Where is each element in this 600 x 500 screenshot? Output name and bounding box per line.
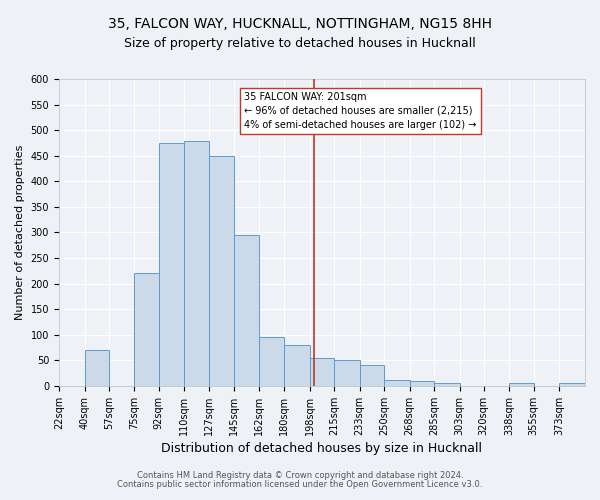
Bar: [85, 350, 109, 386]
Bar: [284, 345, 310, 386]
Bar: [184, 142, 209, 386]
Bar: [209, 156, 234, 386]
Text: 35, FALCON WAY, HUCKNALL, NOTTINGHAM, NG15 8HH: 35, FALCON WAY, HUCKNALL, NOTTINGHAM, NG…: [108, 18, 492, 32]
Bar: [360, 366, 384, 386]
Text: Contains HM Land Registry data © Crown copyright and database right 2024.: Contains HM Land Registry data © Crown c…: [137, 471, 463, 480]
Bar: [434, 384, 460, 386]
Text: 35 FALCON WAY: 201sqm
← 96% of detached houses are smaller (2,215)
4% of semi-de: 35 FALCON WAY: 201sqm ← 96% of detached …: [244, 92, 476, 130]
Bar: [234, 235, 259, 386]
Bar: [384, 380, 410, 386]
Bar: [410, 381, 434, 386]
Text: Size of property relative to detached houses in Hucknall: Size of property relative to detached ho…: [124, 38, 476, 51]
Bar: [259, 338, 284, 386]
Bar: [310, 358, 334, 386]
Text: Contains public sector information licensed under the Open Government Licence v3: Contains public sector information licen…: [118, 480, 482, 489]
Y-axis label: Number of detached properties: Number of detached properties: [15, 145, 25, 320]
Bar: [334, 360, 360, 386]
Bar: [159, 143, 184, 386]
Bar: [509, 384, 533, 386]
X-axis label: Distribution of detached houses by size in Hucknall: Distribution of detached houses by size …: [161, 442, 482, 455]
Bar: [559, 384, 585, 386]
Bar: [134, 274, 159, 386]
